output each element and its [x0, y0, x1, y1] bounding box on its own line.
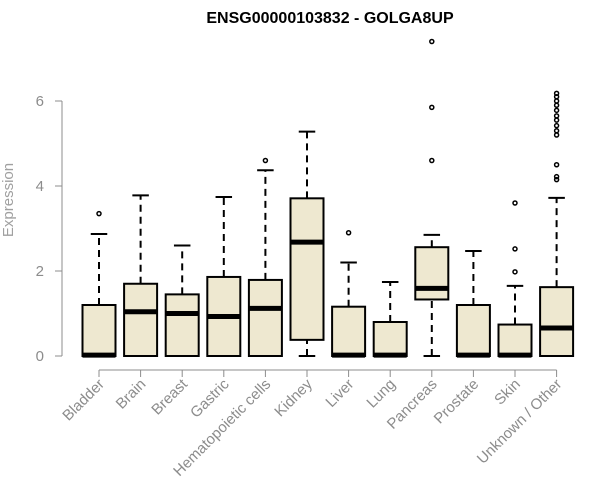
y-tick-label: 6 — [36, 93, 44, 110]
y-axis: 0 2 4 6 — [36, 93, 63, 365]
box-body — [289, 197, 325, 341]
box-lung — [372, 281, 408, 358]
y-tick-label: 0 — [36, 348, 44, 365]
x-tick-label: Liver — [322, 376, 357, 411]
box-brain — [123, 194, 159, 357]
outlier-point — [512, 200, 518, 206]
outlier-point — [345, 230, 352, 236]
box-hematopoietic-cells — [247, 157, 283, 357]
outlier-point — [96, 210, 102, 217]
x-tick-label: Skin — [491, 376, 524, 409]
box-kidney — [289, 130, 325, 357]
x-tick-label: Brain — [113, 376, 150, 413]
box-body — [123, 282, 159, 357]
box-body — [497, 323, 533, 357]
box-body — [331, 305, 367, 358]
outlier-point — [553, 132, 560, 138]
outlier-point — [553, 173, 560, 180]
box-body — [372, 321, 408, 357]
outlier-point — [429, 157, 435, 164]
box-gastric — [206, 196, 242, 358]
x-tick-label: Bladder — [59, 376, 108, 425]
y-tick-label: 2 — [36, 263, 44, 280]
box-body — [247, 278, 283, 357]
y-axis-label: Expression — [0, 163, 17, 237]
chart-title: ENSG00000103832 - GOLGA8UP — [206, 10, 454, 27]
box-series — [81, 38, 575, 358]
box-pancreas — [414, 38, 450, 357]
outlier-point — [429, 38, 435, 45]
outlier-point — [553, 107, 560, 114]
outlier-point — [553, 122, 560, 129]
x-tick-label: Breast — [148, 375, 191, 418]
box-body — [164, 293, 200, 357]
box-body — [539, 286, 575, 357]
outlier-point — [512, 246, 518, 252]
outlier-point — [553, 90, 560, 97]
box-unknown-other — [539, 90, 575, 357]
box-liver — [331, 230, 367, 358]
outlier-point — [429, 104, 435, 111]
x-tick-label: Kidney — [271, 375, 316, 420]
x-tick-label: Prostate — [431, 376, 483, 428]
x-tick-label: Lung — [363, 376, 399, 412]
box-prostate — [455, 250, 491, 358]
outlier-point — [553, 117, 560, 123]
outlier-point — [553, 176, 560, 183]
outlier-point — [262, 157, 269, 164]
outlier-point — [553, 102, 560, 108]
box-skin — [497, 200, 533, 358]
box-breast — [164, 244, 200, 357]
outlier-point — [553, 128, 560, 134]
box-body — [455, 304, 491, 357]
outlier-point — [553, 98, 560, 104]
box-bladder — [81, 210, 117, 358]
outlier-point — [553, 162, 560, 168]
box-body — [414, 246, 450, 301]
outlier-point — [553, 113, 560, 119]
outlier-point — [512, 269, 518, 275]
box-body — [81, 304, 117, 357]
y-tick-label: 4 — [36, 178, 44, 195]
